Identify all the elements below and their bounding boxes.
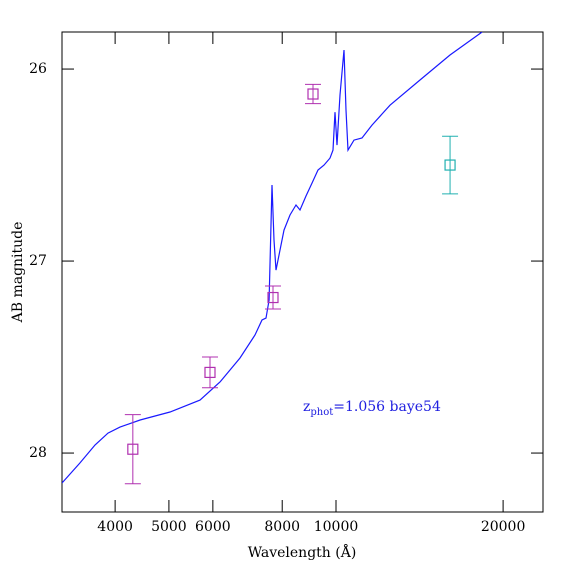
x-tick-label: 5000 [151, 519, 187, 535]
annotation-text: =1.056 baye54 [333, 399, 441, 415]
annotation-subscript: phot [310, 407, 333, 418]
data-point [267, 291, 279, 304]
x-tick-label: 8000 [264, 519, 300, 535]
model-spectrum [62, 32, 483, 484]
annotation-symbol: z [303, 399, 310, 415]
error-bar [264, 285, 281, 310]
x-axis-label: Wavelength (Å) [248, 543, 357, 561]
data-point [307, 88, 319, 100]
x-tick-label: 4000 [97, 519, 133, 535]
error-bar [305, 83, 322, 105]
error-bar [201, 356, 218, 389]
error-bar [124, 414, 141, 485]
data-point [204, 366, 216, 379]
y-axis-label: AB magnitude [10, 222, 26, 324]
data-point [127, 443, 139, 455]
y-tick-label: 27 [29, 253, 47, 269]
x-tick-label: 10000 [314, 519, 359, 535]
x-tick-label: 6000 [195, 519, 231, 535]
data-point [444, 159, 456, 171]
y-tick-label: 28 [29, 445, 47, 461]
x-tick-label: 20000 [481, 519, 526, 535]
annotation: zphot=1.056 baye54 [303, 399, 441, 418]
y-tick-label: 26 [29, 61, 47, 77]
error-bar [442, 135, 459, 195]
plot-frame [61, 31, 544, 513]
